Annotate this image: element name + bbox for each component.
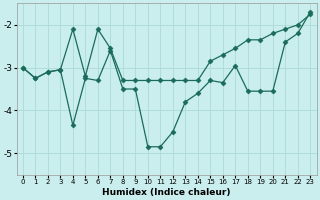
X-axis label: Humidex (Indice chaleur): Humidex (Indice chaleur) <box>102 188 231 197</box>
